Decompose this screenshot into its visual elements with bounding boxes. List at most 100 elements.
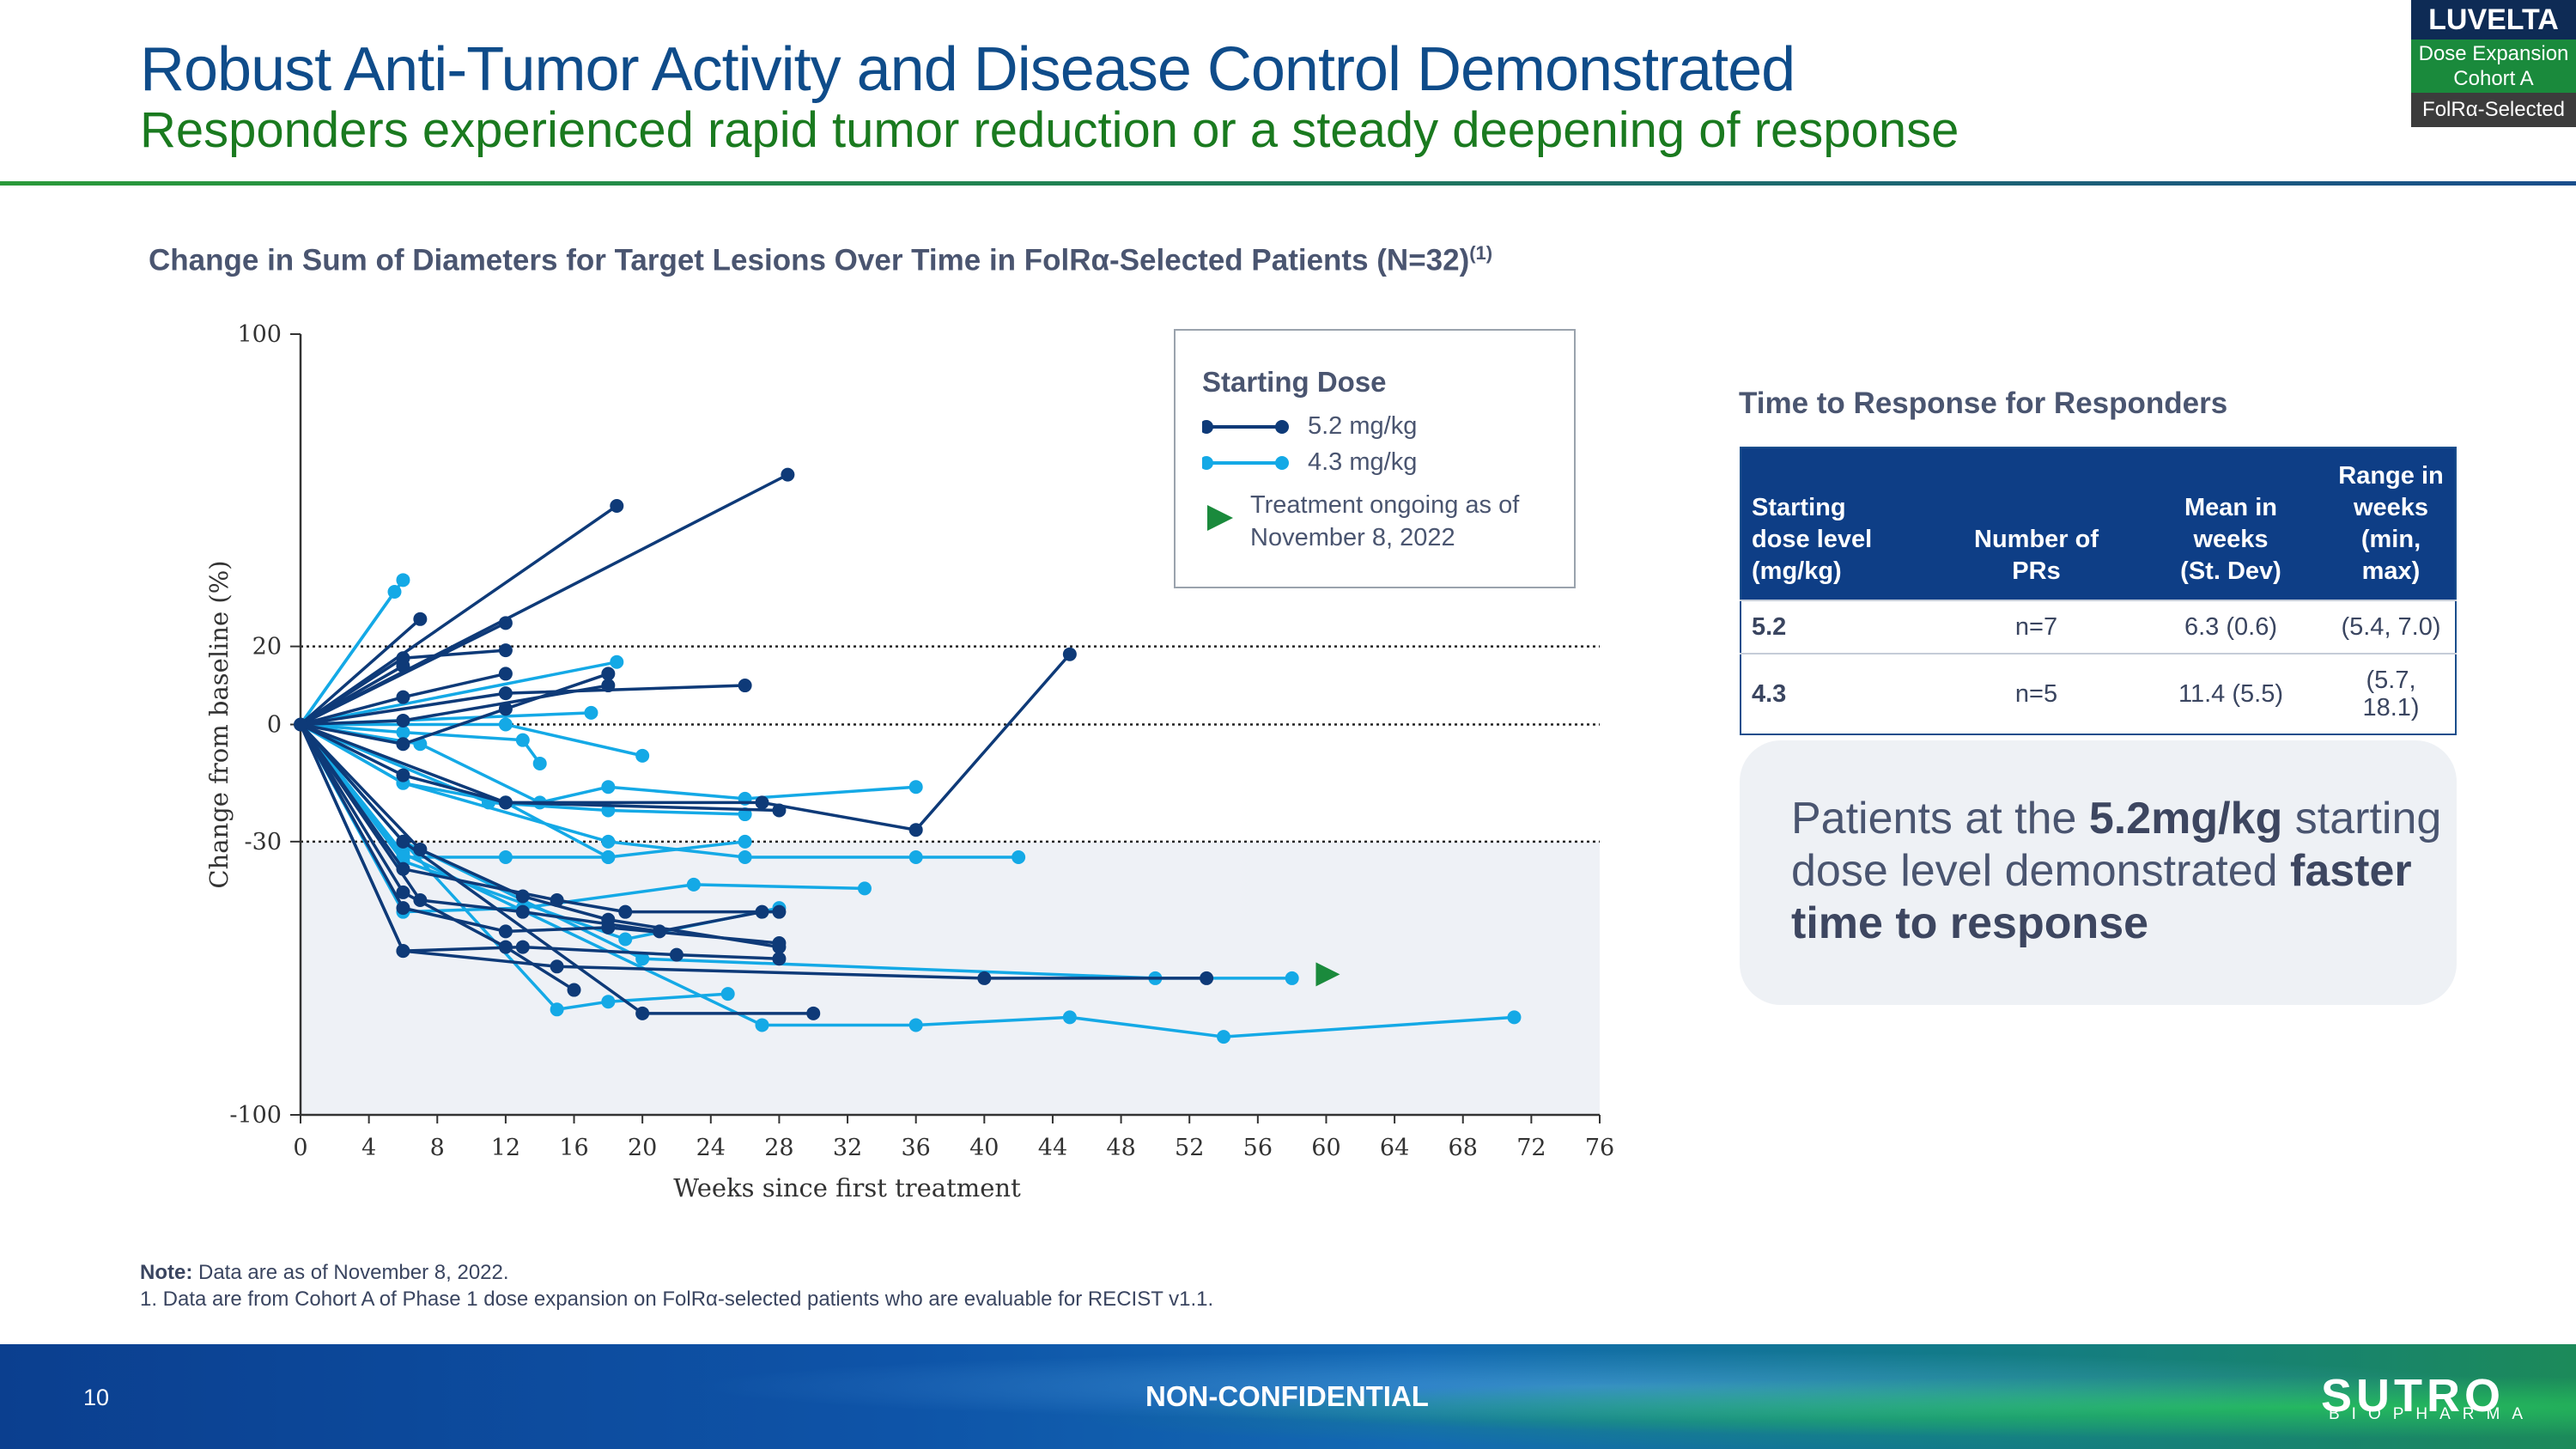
data-point-5-2 bbox=[755, 795, 769, 810]
data-point-5-2 bbox=[498, 702, 513, 716]
page-number: 10 bbox=[83, 1385, 110, 1410]
callout-bold: 5.2mg/kg bbox=[2088, 794, 2283, 843]
chart-legend bbox=[1174, 329, 1576, 588]
header-line: (min, max) bbox=[2360, 526, 2421, 585]
data-point-5-2 bbox=[601, 920, 616, 935]
legend-ongoing-line2: November 8, 2022 bbox=[1250, 524, 1455, 551]
x-tick-label: 20 bbox=[628, 1135, 657, 1161]
table-row: 5.2 n=7 6.3 (0.6) (5.4, 7.0) bbox=[1741, 600, 2456, 654]
table-cell: (5.4, 7.0) bbox=[2327, 600, 2456, 654]
legend-swatch-dot-5-2 bbox=[1275, 420, 1289, 434]
x-tick-label: 60 bbox=[1311, 1135, 1340, 1161]
data-point-5-2 bbox=[977, 971, 992, 985]
series-line-5-2 bbox=[299, 618, 422, 726]
data-point-4-3 bbox=[1012, 850, 1026, 865]
data-point-5-2 bbox=[498, 795, 513, 810]
table-cell: n=5 bbox=[1938, 653, 2135, 734]
x-tick-label: 36 bbox=[902, 1135, 931, 1161]
legend-swatch-dot-4-3 bbox=[1275, 456, 1289, 470]
data-point-5-2 bbox=[413, 612, 428, 626]
y-tick-label: 100 bbox=[237, 321, 282, 348]
data-point-4-3 bbox=[601, 780, 616, 795]
table-cell: 4.3 bbox=[1741, 653, 1938, 734]
data-point-4-3 bbox=[738, 834, 752, 849]
data-point-4-3 bbox=[1217, 1030, 1231, 1044]
data-point-5-2 bbox=[618, 904, 633, 919]
data-point-5-2 bbox=[396, 901, 410, 916]
data-point-4-3 bbox=[686, 877, 701, 892]
y-tick-label: 20 bbox=[252, 634, 282, 661]
note-label: Note: bbox=[140, 1261, 193, 1284]
header-line: dose level bbox=[1752, 526, 1873, 553]
legend-entry-5-2: 5.2 mg/kg bbox=[1308, 412, 1418, 440]
callout-bold: faster time to response bbox=[1791, 846, 2412, 948]
data-point-4-3 bbox=[532, 756, 547, 770]
data-point-4-3 bbox=[396, 573, 410, 588]
data-point-4-3 bbox=[908, 780, 923, 795]
series-line-4-3 bbox=[300, 722, 745, 816]
series-line-5-2 bbox=[300, 473, 789, 727]
x-tick-label: 72 bbox=[1516, 1135, 1546, 1161]
response-table-title: Time to Response for Responders bbox=[1739, 387, 2228, 420]
chart-title-text: Change in Sum of Diameters for Target Le… bbox=[149, 243, 1470, 277]
data-point-4-3 bbox=[1285, 971, 1299, 985]
header-line: PRs bbox=[2012, 557, 2061, 585]
header-dose: Starting dose level (mg/kg) bbox=[1741, 447, 1938, 600]
data-point-5-2 bbox=[772, 803, 787, 818]
x-tick-label: 12 bbox=[491, 1135, 520, 1161]
data-point-5-2 bbox=[396, 768, 410, 782]
callout-part: Patients at the bbox=[1791, 794, 2089, 843]
table-cell: 5.2 bbox=[1741, 600, 1938, 654]
data-point-4-3 bbox=[550, 1002, 564, 1017]
y-tick-label: 0 bbox=[267, 712, 282, 739]
series-line-4-3 bbox=[300, 722, 542, 764]
x-axis-label: Weeks since first treatment bbox=[673, 1173, 1021, 1202]
x-tick-label: 44 bbox=[1038, 1135, 1067, 1161]
x-tick-label: 52 bbox=[1175, 1135, 1204, 1161]
x-tick-label: 4 bbox=[361, 1135, 376, 1161]
legend-swatches bbox=[1202, 420, 1289, 531]
legend-ongoing-line1: Treatment ongoing as of bbox=[1250, 491, 1520, 519]
badge-product: LUVELTA bbox=[2411, 0, 2576, 40]
data-point-4-3 bbox=[738, 850, 752, 865]
badge-cohort: Dose Expansion Cohort A bbox=[2411, 40, 2576, 94]
data-point-5-2 bbox=[601, 667, 616, 681]
footer-banner bbox=[0, 1344, 2576, 1449]
x-tick-label: 64 bbox=[1380, 1135, 1409, 1161]
data-point-4-3 bbox=[584, 705, 598, 720]
header-line: Range in bbox=[2338, 462, 2444, 490]
data-note: Note: Data are as of November 8, 2022. bbox=[140, 1261, 509, 1285]
ongoing-arrow-icon bbox=[1315, 962, 1340, 987]
data-point-4-3 bbox=[635, 748, 650, 763]
table-header-row: Starting dose level (mg/kg) Number of PR… bbox=[1741, 447, 2456, 600]
data-point-5-2 bbox=[396, 885, 410, 899]
series-line-4-3 bbox=[299, 579, 404, 726]
data-point-4-3 bbox=[498, 850, 513, 865]
data-point-4-3 bbox=[1062, 1010, 1077, 1025]
footnote: 1. Data are from Cohort A of Phase 1 dos… bbox=[140, 1288, 1214, 1311]
data-point-4-3 bbox=[908, 850, 923, 865]
table-cell: (5.7, 18.1) bbox=[2327, 653, 2456, 734]
company-logo: SUTRO bbox=[2321, 1370, 2505, 1422]
data-point-4-3 bbox=[755, 1018, 769, 1032]
note-text: Data are as of November 8, 2022. bbox=[192, 1261, 509, 1284]
x-tick-label: 68 bbox=[1449, 1135, 1478, 1161]
table-cell: 6.3 (0.6) bbox=[2135, 600, 2327, 654]
slide-subtitle: Responders experienced rapid tumor reduc… bbox=[140, 102, 1959, 158]
header-mean: Mean in weeks (St. Dev) bbox=[2135, 447, 2327, 600]
data-point-4-3 bbox=[720, 987, 735, 1002]
data-point-5-2 bbox=[498, 940, 513, 954]
series-line-5-2 bbox=[299, 723, 575, 992]
x-tick-label: 48 bbox=[1106, 1135, 1135, 1161]
badge-population: FolRα-Selected bbox=[2411, 93, 2576, 127]
y-tick-label: -30 bbox=[245, 829, 282, 855]
data-point-4-3 bbox=[515, 733, 530, 747]
callout-part: starting dose level demonstrated bbox=[1791, 794, 2442, 896]
table-cell: 11.4 (5.5) bbox=[2135, 653, 2327, 734]
data-point-5-2 bbox=[498, 686, 513, 701]
data-point-5-2 bbox=[772, 936, 787, 951]
legend-swatch-dot-5-2 bbox=[1202, 420, 1213, 434]
data-point-4-3 bbox=[601, 834, 616, 849]
y-axis-label: Change from baseline (%) bbox=[204, 560, 234, 888]
data-point-5-2 bbox=[567, 983, 581, 997]
